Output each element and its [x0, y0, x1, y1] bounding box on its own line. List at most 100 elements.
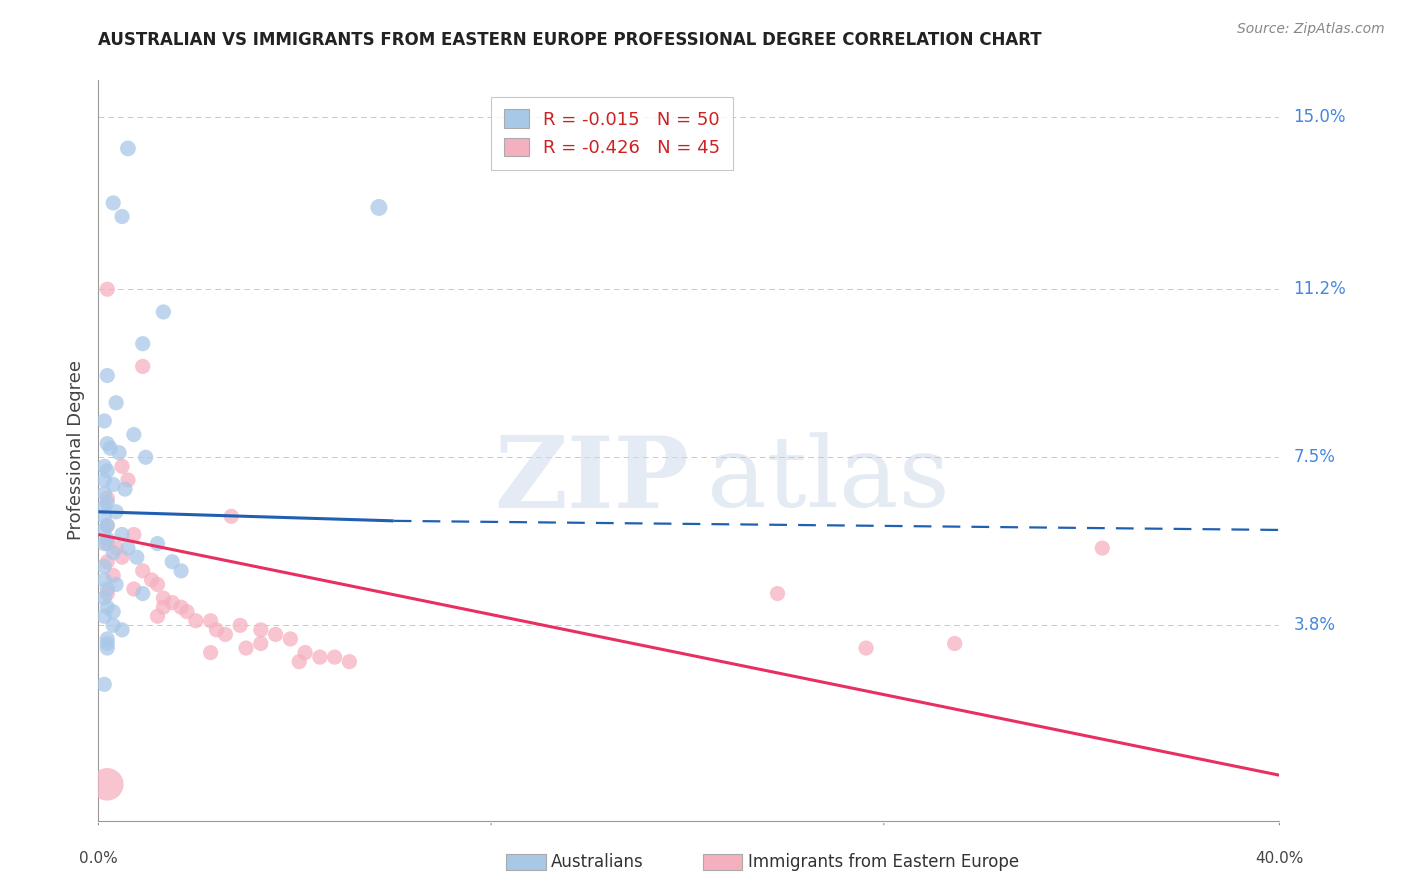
- Point: [111, 210, 134, 224]
- Point: [93, 414, 115, 428]
- Point: [176, 605, 198, 619]
- Point: [117, 541, 139, 555]
- Point: [111, 550, 134, 565]
- Point: [368, 201, 391, 215]
- Point: [200, 646, 222, 660]
- Point: [1091, 541, 1114, 555]
- Point: [93, 523, 115, 537]
- Point: [103, 568, 125, 582]
- Point: [294, 646, 316, 660]
- Point: [93, 486, 115, 500]
- Point: [229, 618, 252, 632]
- Point: [111, 527, 134, 541]
- Point: [103, 546, 125, 560]
- Point: [108, 446, 131, 460]
- Point: [122, 582, 145, 596]
- Point: [152, 305, 174, 319]
- Point: [93, 473, 115, 487]
- Text: 0.0%: 0.0%: [79, 851, 118, 866]
- Point: [98, 441, 121, 455]
- Text: 40.0%: 40.0%: [1256, 851, 1303, 866]
- Legend: R = -0.015   N = 50, R = -0.426   N = 45: R = -0.015 N = 50, R = -0.426 N = 45: [491, 96, 734, 169]
- Text: atlas: atlas: [707, 433, 949, 528]
- Point: [288, 655, 311, 669]
- Point: [146, 609, 169, 624]
- Point: [93, 609, 115, 624]
- Point: [152, 600, 174, 615]
- Point: [96, 586, 118, 600]
- Point: [146, 536, 169, 550]
- Point: [122, 427, 145, 442]
- Point: [264, 627, 287, 641]
- Point: [766, 586, 789, 600]
- Point: [117, 473, 139, 487]
- Point: [132, 359, 155, 374]
- Point: [105, 577, 128, 591]
- Point: [93, 459, 115, 474]
- Point: [103, 477, 125, 491]
- Point: [250, 636, 273, 650]
- Point: [235, 641, 257, 656]
- Point: [132, 586, 155, 600]
- Point: [96, 636, 118, 650]
- Point: [170, 564, 193, 578]
- Point: [339, 655, 361, 669]
- Point: [221, 509, 243, 524]
- Point: [93, 536, 115, 550]
- Text: Source: ZipAtlas.com: Source: ZipAtlas.com: [1237, 22, 1385, 37]
- Point: [96, 436, 118, 450]
- Point: [205, 623, 228, 637]
- Point: [96, 555, 118, 569]
- Point: [105, 541, 128, 555]
- Point: [96, 491, 118, 505]
- Point: [96, 632, 118, 646]
- Point: [146, 577, 169, 591]
- Point: [103, 605, 125, 619]
- Point: [114, 482, 136, 496]
- Text: 3.8%: 3.8%: [1294, 616, 1336, 634]
- Point: [170, 600, 193, 615]
- Point: [103, 195, 125, 210]
- Point: [105, 396, 128, 410]
- Point: [141, 573, 163, 587]
- Point: [93, 591, 115, 605]
- Point: [93, 677, 115, 691]
- Point: [162, 596, 183, 610]
- Point: [162, 555, 183, 569]
- Point: [152, 591, 174, 605]
- Point: [93, 559, 115, 574]
- Point: [93, 500, 115, 515]
- Point: [96, 600, 118, 615]
- Point: [125, 550, 148, 565]
- Point: [309, 650, 332, 665]
- Point: [105, 505, 128, 519]
- Point: [135, 450, 157, 465]
- Point: [96, 777, 118, 791]
- Y-axis label: Professional Degree: Professional Degree: [66, 360, 84, 541]
- Point: [96, 518, 118, 533]
- Point: [280, 632, 302, 646]
- Point: [103, 618, 125, 632]
- Point: [96, 641, 118, 656]
- Text: AUSTRALIAN VS IMMIGRANTS FROM EASTERN EUROPE PROFESSIONAL DEGREE CORRELATION CHA: AUSTRALIAN VS IMMIGRANTS FROM EASTERN EU…: [98, 31, 1042, 49]
- Point: [93, 573, 115, 587]
- Text: 11.2%: 11.2%: [1294, 280, 1346, 298]
- Point: [214, 627, 236, 641]
- Point: [93, 509, 115, 524]
- Point: [96, 518, 118, 533]
- Point: [96, 464, 118, 478]
- Point: [96, 368, 118, 383]
- Point: [122, 527, 145, 541]
- Point: [943, 636, 966, 650]
- Text: 7.5%: 7.5%: [1294, 449, 1336, 467]
- Point: [184, 614, 207, 628]
- Point: [855, 641, 877, 656]
- Text: ZIP: ZIP: [494, 432, 689, 529]
- Point: [96, 282, 118, 296]
- Text: Australians: Australians: [551, 853, 644, 871]
- Point: [200, 614, 222, 628]
- Text: Immigrants from Eastern Europe: Immigrants from Eastern Europe: [748, 853, 1019, 871]
- Point: [96, 582, 118, 596]
- Text: 15.0%: 15.0%: [1294, 108, 1346, 126]
- Point: [111, 623, 134, 637]
